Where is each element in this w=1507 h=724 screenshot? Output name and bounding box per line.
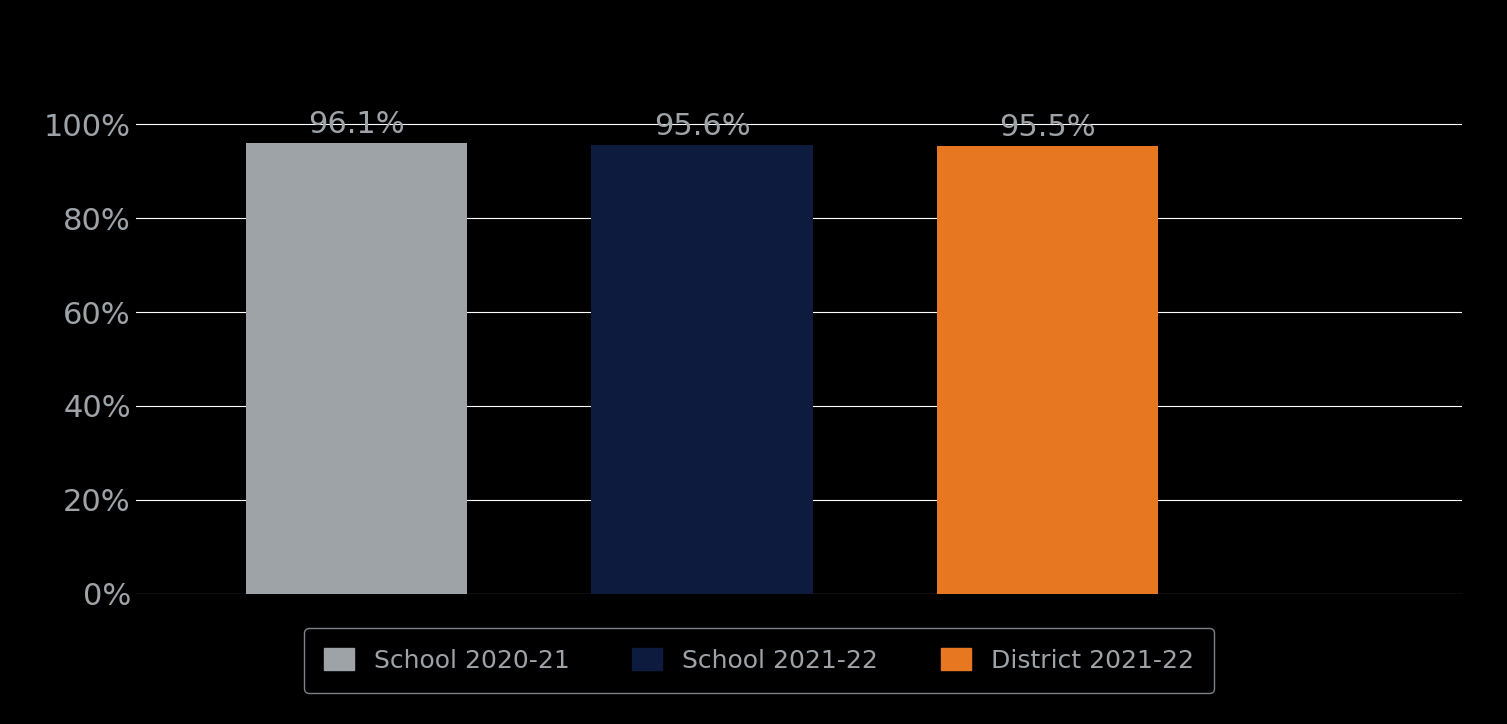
Legend: School 2020-21, School 2021-22, District 2021-22: School 2020-21, School 2021-22, District… <box>304 628 1213 693</box>
Bar <box>937 146 1157 594</box>
Bar <box>246 143 467 594</box>
Text: 95.6%: 95.6% <box>654 112 750 141</box>
Text: 95.5%: 95.5% <box>999 113 1096 142</box>
Text: 96.1%: 96.1% <box>309 110 405 139</box>
Bar <box>591 145 812 594</box>
